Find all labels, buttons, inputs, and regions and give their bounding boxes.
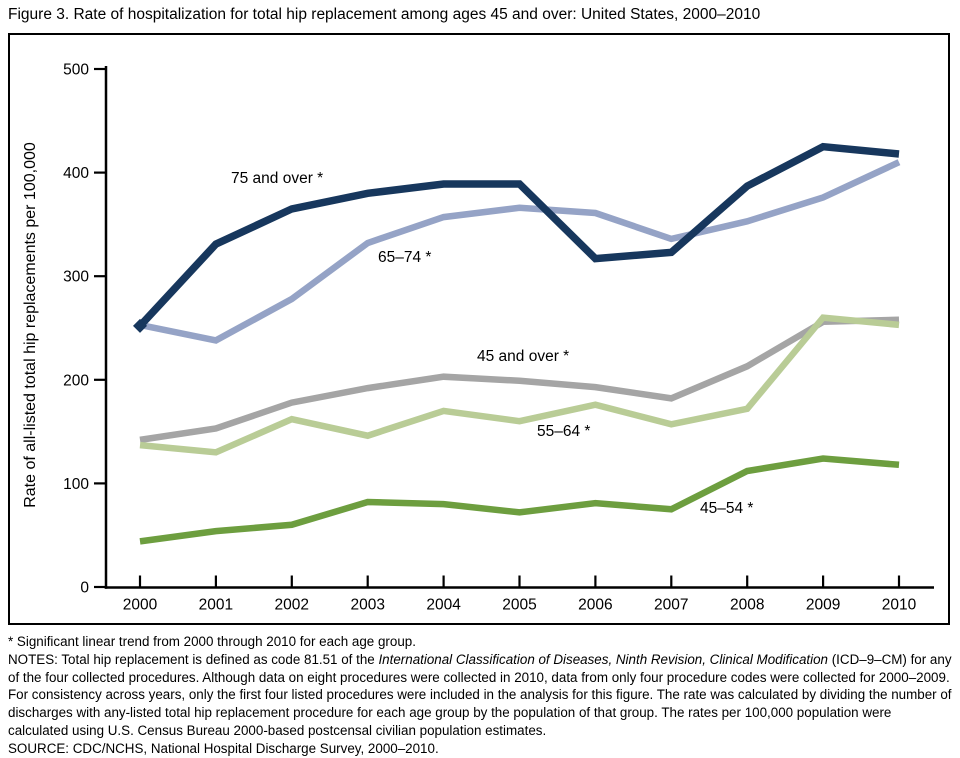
series-line-45-54	[139, 455, 900, 545]
x-tick-label: 2003	[350, 597, 384, 614]
series-label-45-54: 45–54 *	[700, 500, 754, 517]
x-tick-label: 2009	[806, 597, 840, 614]
series-line-55-64	[139, 314, 900, 456]
series-line-65-74	[139, 159, 901, 344]
series-label-55-64: 55–64 *	[537, 423, 591, 440]
x-tick-label: 2006	[578, 597, 612, 614]
notes-text-suffix: (ICD–9–CM) for any of the four collected…	[8, 651, 952, 739]
notes-paragraph: NOTES: Total hip replacement is defined …	[8, 651, 954, 740]
first-point-diamond-marker-75-and-over	[133, 318, 147, 333]
y-tick-label: 0	[80, 580, 89, 597]
y-tick-label: 200	[63, 372, 89, 389]
x-tick-label: 2010	[882, 597, 917, 614]
line-chart: 0 100 200 300 400 500 2000 2001 2002 2003 2004 2005…	[63, 62, 934, 614]
x-tick-label: 2004	[426, 597, 461, 614]
x-tick-label: 2008	[730, 597, 764, 614]
x-tick-label: 2007	[654, 597, 688, 614]
y-tick-label: 500	[63, 62, 89, 79]
chart-frame: 0 100 200 300 400 500 2000 2001 2002 2003 2004 2005…	[8, 33, 950, 625]
series-label-75-and-over: 75 and over *	[231, 170, 324, 187]
footnotes: * Significant linear trend from 2000 thr…	[8, 633, 954, 758]
y-tick-label: 100	[63, 476, 89, 493]
x-tick-label: 2001	[199, 597, 233, 614]
series-label-45-and-over: 45 and over *	[477, 348, 570, 365]
series-line-45-and-over	[139, 316, 900, 444]
y-tick-label: 300	[63, 269, 89, 286]
significance-note: * Significant linear trend from 2000 thr…	[8, 634, 416, 649]
series-line-75-and-over	[137, 142, 900, 329]
x-tick-label: 2002	[275, 597, 309, 614]
y-tick-label: 400	[63, 165, 89, 182]
x-tick-label: 2005	[502, 597, 536, 614]
notes-text-italic: International Classification of Diseases…	[378, 651, 828, 667]
notes-text-prefix: NOTES: Total hip replacement is defined …	[8, 651, 379, 667]
series-label-65-74: 65–74 *	[378, 249, 432, 266]
figure-title: Figure 3. Rate of hospitalization for to…	[8, 6, 761, 23]
x-tick-label: 2000	[123, 597, 158, 614]
y-axis-title: Rate of all-listed total hip replacement…	[22, 142, 39, 508]
